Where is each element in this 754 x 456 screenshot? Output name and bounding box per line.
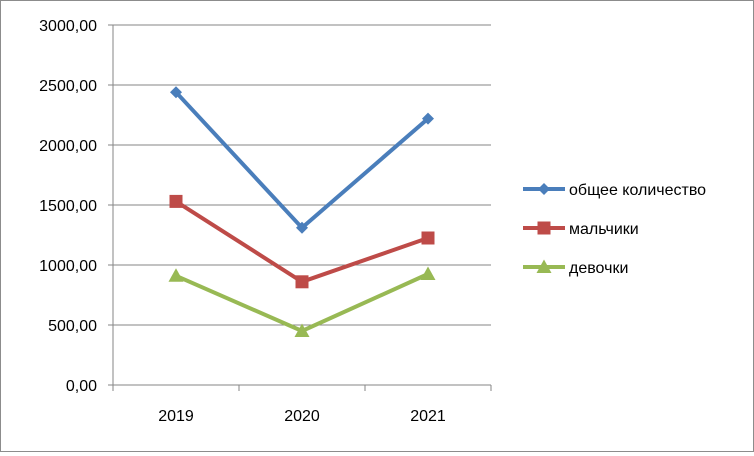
data-point-marker: [296, 221, 308, 234]
y-axis-tick-labels: 0,00 500,00 1000,00 1500,00 2000,00 2500,00 30…: [39, 18, 97, 395]
series-lines: [168, 86, 436, 337]
legend-item-2: девочки: [523, 259, 628, 277]
legend-item-0: общее количество: [523, 182, 706, 199]
y-tick-label: 500,00: [48, 318, 97, 335]
legend-swatch-marker: [538, 183, 550, 195]
x-tick-label: 2020: [284, 408, 320, 425]
y-tick-label: 1000,00: [39, 258, 97, 275]
x-tick-label: 2021: [410, 408, 446, 425]
legend-swatch-marker: [536, 259, 552, 273]
series-0: [170, 86, 434, 234]
legend-item-1: мальчики: [523, 221, 639, 238]
data-point-marker: [295, 275, 309, 289]
series-line: [174, 90, 430, 230]
y-tick-label: 1500,00: [39, 198, 97, 215]
x-tick-label: 2019: [158, 408, 194, 425]
data-point-marker: [170, 86, 182, 99]
data-point-marker: [421, 231, 435, 245]
data-point-marker: [294, 323, 310, 337]
legend-label: общее количество: [569, 182, 706, 199]
y-tick-label: 2000,00: [39, 138, 97, 155]
series-1: [169, 194, 435, 289]
legend: общее количество мальчики девочки: [523, 182, 706, 277]
axes: [108, 24, 492, 391]
legend-swatch-marker: [537, 221, 551, 235]
legend-label: девочки: [569, 260, 628, 277]
legend-label: мальчики: [569, 221, 639, 238]
data-point-marker: [422, 112, 434, 125]
series-2: [168, 266, 436, 337]
x-axis-tick-labels: 2019 2020 2021: [158, 408, 446, 425]
data-point-marker: [169, 194, 183, 208]
series-line: [174, 199, 430, 284]
y-tick-label: 2500,00: [39, 78, 97, 95]
data-point-marker: [420, 266, 436, 280]
data-point-marker: [168, 268, 184, 282]
y-tick-label: 3000,00: [39, 18, 97, 35]
y-tick-label: 0,00: [66, 378, 97, 395]
